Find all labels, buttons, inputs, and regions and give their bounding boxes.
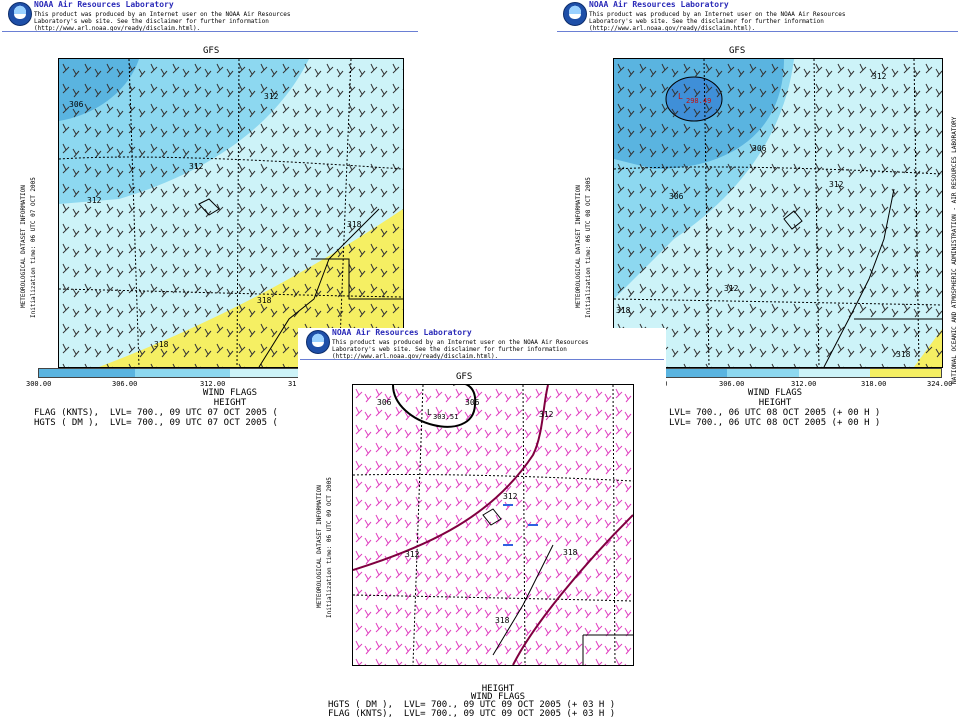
- footer-line-1: LVL= 700., 06 UTC 08 OCT 2005 (+ 00 H ): [669, 408, 881, 418]
- right-map-svg: 312 306 306 312 312 318 318 L 298.49: [614, 59, 942, 367]
- header-title: NOAA Air Resources Laboratory: [332, 328, 472, 337]
- contour-label: 306: [669, 192, 684, 201]
- height-label: HEIGHT: [481, 684, 515, 694]
- init-time-label: Initialization time: 06 UTC 07 OCT 2005: [30, 177, 37, 318]
- contour-label: 312: [503, 492, 518, 501]
- contour-label: 306: [465, 398, 480, 407]
- center-map-svg: 306 306 312 312 312 318 318 L 303.51: [353, 385, 633, 665]
- right-colorbar: [655, 368, 942, 378]
- right-panel: NOAA Air Resources Laboratory This produ…: [555, 0, 960, 440]
- contour-label: 312: [724, 284, 739, 293]
- left-header: NOAA Air Resources Laboratory This produ…: [0, 0, 420, 34]
- low-marker: L: [678, 92, 683, 101]
- contour-label: 312: [87, 196, 102, 205]
- header-rule: [557, 31, 958, 32]
- contour-label: 312: [189, 162, 204, 171]
- footer-line-1: FLAG (KNTS), LVL= 700., 09 UTC 07 OCT 20…: [34, 408, 278, 418]
- footer-line-2: LVL= 700., 06 UTC 08 OCT 2005 (+ 00 H ): [669, 418, 881, 428]
- right-map: 312 306 306 312 312 318 318 L 298.49: [613, 58, 943, 368]
- left-map: 306 312 312 312 318 318 318: [58, 58, 404, 368]
- noaa-logo-icon: [563, 2, 587, 26]
- header-title: NOAA Air Resources Laboratory: [589, 0, 729, 9]
- low-value: 303.51: [433, 413, 458, 421]
- right-header: NOAA Air Resources Laboratory This produ…: [555, 0, 960, 34]
- colorbar-tick: 306.00: [112, 380, 138, 388]
- contour-label: 318: [154, 340, 169, 349]
- contour-label: 318: [616, 306, 631, 315]
- footer-line-2: HGTS ( DM ), LVL= 700., 09 UTC 07 OCT 20…: [34, 418, 278, 428]
- model-label: GFS: [456, 372, 473, 382]
- wind-flags-label: WIND FLAGS: [747, 388, 803, 398]
- model-label: GFS: [203, 46, 220, 56]
- header-rule: [300, 359, 664, 360]
- colorbar-tick: 312.00: [200, 380, 226, 388]
- colorbar-tick: 306.00: [719, 380, 745, 388]
- left-panel: NOAA Air Resources Laboratory This produ…: [0, 0, 422, 440]
- center-header: NOAA Air Resources Laboratory This produ…: [298, 328, 666, 362]
- wind-flags-label: WIND FLAGS: [470, 692, 526, 702]
- contour-label: 312: [872, 72, 887, 81]
- center-map: 306 306 312 312 312 318 318 L 303.51: [352, 384, 634, 666]
- colorbar-tick: 300.00: [26, 380, 52, 388]
- lab-label: NATIONAL OCEANIC AND ATMOSPHERIC ADMINIS…: [951, 116, 958, 384]
- colorbar-tick: 318.00: [861, 380, 887, 388]
- contour-label: 306: [377, 398, 392, 407]
- dataset-label: METEOROLOGICAL DATASET INFORMATION: [20, 185, 27, 308]
- left-map-svg: 306 312 312 312 318 318 318: [59, 59, 403, 367]
- wind-flags-label: WIND FLAGS: [202, 388, 258, 398]
- contour-label: 318: [896, 350, 911, 359]
- low-value: 298.49: [686, 97, 711, 105]
- contour-label: 312: [829, 180, 844, 189]
- low-marker: L: [427, 408, 432, 417]
- footer-line-1: HGTS ( DM ), LVL= 700., 09 UTC 09 OCT 20…: [328, 700, 616, 710]
- height-label: HEIGHT: [213, 398, 247, 408]
- header-disclaimer: This product was produced by an Internet…: [34, 11, 291, 32]
- contour-label: 318: [257, 296, 272, 305]
- contour-label: 306: [752, 144, 767, 153]
- contour-label: 312: [405, 550, 420, 559]
- contour-label: 318: [495, 616, 510, 625]
- footer-line-2: FLAG (KNTS), LVL= 700., 09 UTC 09 OCT 20…: [328, 709, 616, 719]
- contour-label: 306: [69, 100, 84, 109]
- height-label: HEIGHT: [758, 398, 792, 408]
- contour-label: 312: [539, 410, 554, 419]
- contour-label: 318: [347, 220, 362, 229]
- contour-label: 312: [264, 92, 279, 101]
- init-time-label: Initialization time: 06 UTC 09 OCT 2005: [326, 477, 333, 618]
- header-disclaimer: This product was produced by an Internet…: [589, 11, 846, 32]
- dataset-label: METEOROLOGICAL DATASET INFORMATION: [316, 485, 323, 608]
- init-time-label: Initialization time: 06 UTC 08 OCT 2005: [585, 177, 592, 318]
- colorbar-tick: 324.00: [927, 380, 953, 388]
- center-panel: NOAA Air Resources Laboratory This produ…: [298, 328, 666, 720]
- header-title: NOAA Air Resources Laboratory: [34, 0, 174, 9]
- header-rule: [2, 31, 418, 32]
- noaa-logo-icon: [306, 330, 330, 354]
- contour-label: 318: [563, 548, 578, 557]
- dataset-label: METEOROLOGICAL DATASET INFORMATION: [575, 185, 582, 308]
- noaa-logo-icon: [8, 2, 32, 26]
- colorbar-tick: 31: [288, 380, 297, 388]
- colorbar-tick: 312.00: [791, 380, 817, 388]
- model-label: GFS: [729, 46, 746, 56]
- header-disclaimer: This product was produced by an Internet…: [332, 339, 589, 360]
